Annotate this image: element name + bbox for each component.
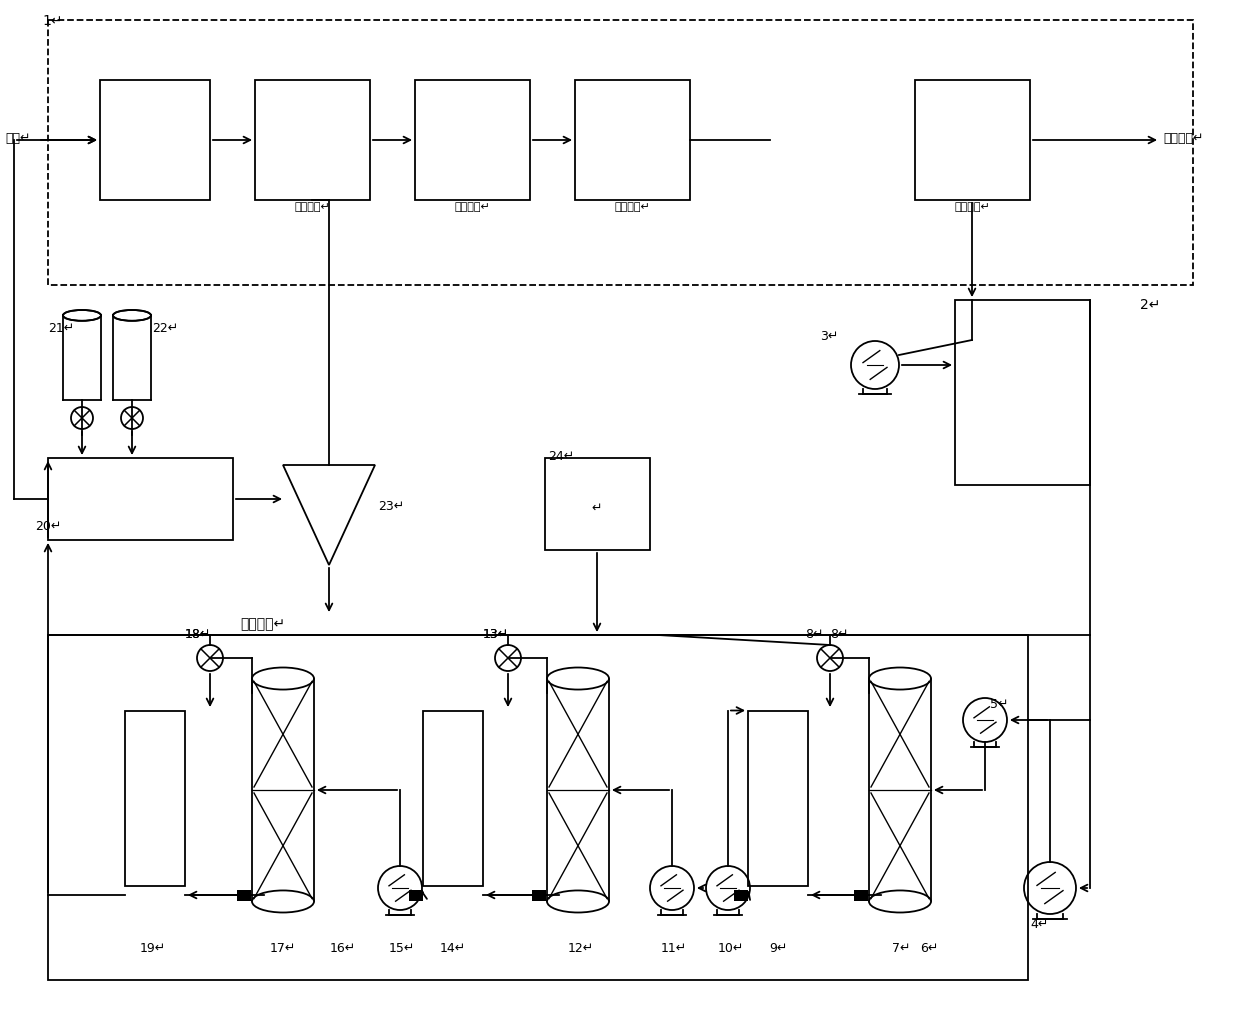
Bar bbox=[955, 300, 1090, 485]
Text: 11↵: 11↵ bbox=[661, 942, 687, 955]
Ellipse shape bbox=[547, 667, 609, 690]
Text: 16↵: 16↵ bbox=[330, 942, 356, 955]
Text: 23↵: 23↵ bbox=[378, 500, 404, 513]
Bar bbox=[423, 710, 484, 886]
Text: 18↵: 18↵ bbox=[185, 628, 211, 641]
Bar bbox=[48, 20, 1193, 285]
Ellipse shape bbox=[869, 667, 931, 690]
Bar bbox=[48, 635, 1028, 980]
Bar bbox=[415, 81, 529, 200]
Text: 10↵: 10↵ bbox=[718, 942, 744, 955]
Text: 厌氧反应↵: 厌氧反应↵ bbox=[454, 202, 490, 212]
Text: 20↵: 20↵ bbox=[35, 520, 61, 533]
Text: 5↵: 5↵ bbox=[990, 698, 1008, 711]
Text: 1↵: 1↵ bbox=[42, 14, 62, 28]
Text: 4↵: 4↵ bbox=[1030, 918, 1049, 931]
Bar bbox=[854, 890, 868, 901]
Bar bbox=[575, 81, 689, 200]
Bar bbox=[532, 890, 546, 901]
Text: 17↵: 17↵ bbox=[270, 942, 296, 955]
Ellipse shape bbox=[547, 891, 609, 912]
Ellipse shape bbox=[252, 891, 314, 912]
Text: 剩余污泥↵: 剩余污泥↵ bbox=[954, 202, 990, 212]
Text: 21↵: 21↵ bbox=[48, 322, 74, 335]
Text: 18↵: 18↵ bbox=[185, 628, 211, 641]
Text: 回收磷肥↵: 回收磷肥↵ bbox=[241, 616, 285, 631]
Bar bbox=[748, 710, 808, 886]
Text: 9↵: 9↵ bbox=[769, 942, 787, 955]
Text: 22↵: 22↵ bbox=[153, 322, 179, 335]
Text: 24↵: 24↵ bbox=[548, 450, 574, 463]
Bar bbox=[734, 890, 748, 901]
Ellipse shape bbox=[869, 891, 931, 912]
Text: 二次曝气↵: 二次曝气↵ bbox=[614, 202, 650, 212]
Text: 7↵: 7↵ bbox=[892, 942, 910, 955]
Bar bbox=[125, 710, 185, 886]
Bar bbox=[255, 81, 370, 200]
Text: 13↵: 13↵ bbox=[484, 628, 510, 641]
Text: 14↵: 14↵ bbox=[440, 942, 466, 955]
Text: 19↵: 19↵ bbox=[140, 942, 166, 955]
Text: 3↵: 3↵ bbox=[820, 330, 838, 343]
Text: 8↵: 8↵ bbox=[805, 628, 823, 641]
Bar bbox=[915, 81, 1030, 200]
Ellipse shape bbox=[63, 310, 100, 321]
Text: 进水↵: 进水↵ bbox=[5, 132, 31, 145]
Ellipse shape bbox=[252, 667, 314, 690]
Bar bbox=[546, 458, 650, 550]
Text: 曝气反应↵: 曝气反应↵ bbox=[294, 202, 330, 212]
Text: 13↵: 13↵ bbox=[484, 628, 510, 641]
Text: 8↵: 8↵ bbox=[830, 628, 848, 641]
Text: 2↵: 2↵ bbox=[1140, 298, 1161, 312]
Bar bbox=[100, 81, 210, 200]
Text: 15↵: 15↵ bbox=[389, 942, 415, 955]
Bar bbox=[48, 458, 233, 540]
Bar bbox=[409, 890, 423, 901]
Bar bbox=[237, 890, 250, 901]
Text: 12↵: 12↵ bbox=[568, 942, 594, 955]
Text: 6↵: 6↵ bbox=[920, 942, 939, 955]
Ellipse shape bbox=[113, 310, 151, 321]
Text: 沉淀出水↵: 沉淀出水↵ bbox=[1163, 132, 1204, 145]
Text: ↵: ↵ bbox=[591, 502, 603, 515]
